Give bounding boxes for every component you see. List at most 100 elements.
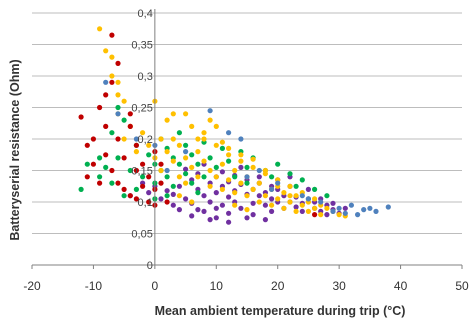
data-point: [115, 92, 121, 98]
data-point: [189, 164, 195, 170]
data-point: [256, 167, 262, 174]
data-point: [103, 48, 109, 54]
data-point: [219, 202, 225, 208]
data-point: [176, 174, 182, 180]
data-point: [146, 174, 152, 180]
data-point: [195, 161, 201, 167]
data-point: [219, 145, 225, 151]
data-point: [84, 142, 90, 148]
data-point: [97, 180, 103, 186]
data-point: [275, 180, 281, 186]
data-point: [226, 194, 232, 200]
data-point: [201, 130, 207, 136]
data-point: [115, 136, 121, 142]
data-point: [183, 111, 189, 117]
data-point: [250, 200, 256, 206]
data-point: [330, 200, 336, 206]
data-point: [305, 186, 311, 192]
data-point: [103, 92, 109, 98]
y-tick-label: 0,4: [138, 8, 153, 20]
data-point: [238, 136, 244, 142]
data-point: [133, 149, 139, 155]
data-point: [97, 104, 103, 111]
data-point: [146, 152, 152, 158]
data-point: [244, 193, 250, 199]
data-point: [293, 204, 299, 210]
data-point: [97, 174, 103, 180]
data-point: [312, 205, 318, 211]
data-point: [232, 174, 238, 180]
data-point: [189, 152, 195, 158]
data-point: [312, 186, 318, 192]
y-tick-label: 0,25: [131, 103, 152, 115]
data-point: [385, 204, 391, 210]
data-point: [367, 205, 373, 211]
data-point: [330, 208, 336, 214]
data-point: [238, 180, 244, 186]
data-point: [213, 190, 219, 196]
data-point: [250, 164, 256, 170]
x-tick-label: -20: [23, 279, 41, 293]
data-point: [262, 202, 268, 208]
data-point: [207, 108, 213, 114]
y-tick-label: 0,15: [131, 166, 152, 178]
data-point: [176, 207, 182, 213]
data-point: [103, 79, 109, 85]
data-point: [170, 183, 176, 189]
data-point: [336, 212, 342, 218]
data-point: [146, 142, 152, 148]
data-point: [281, 205, 287, 211]
data-point: [213, 123, 219, 129]
data-point: [176, 130, 182, 136]
data-point: [201, 174, 207, 180]
data-point: [164, 199, 170, 205]
data-point: [140, 161, 146, 167]
data-point: [115, 60, 121, 66]
data-point: [109, 54, 115, 60]
data-point: [140, 174, 146, 180]
data-point: [244, 180, 250, 186]
data-point: [158, 180, 164, 186]
x-tick-label: -10: [85, 279, 103, 293]
data-point: [121, 193, 127, 199]
data-point: [195, 190, 201, 196]
data-point: [115, 104, 121, 111]
data-point: [342, 205, 348, 211]
data-point: [226, 210, 232, 216]
data-point: [287, 183, 293, 189]
data-point: [195, 136, 201, 142]
data-point: [133, 142, 139, 148]
data-point: [324, 212, 330, 218]
data-point: [183, 180, 189, 186]
data-point: [183, 166, 189, 172]
data-point: [324, 193, 330, 199]
data-point: [269, 202, 275, 208]
data-point: [164, 174, 170, 180]
y-axis-title: Batteryserial resistance (Ohm): [8, 59, 22, 240]
data-point: [262, 167, 268, 174]
data-point: [84, 161, 90, 167]
data-point: [133, 186, 139, 192]
data-point: [262, 193, 268, 199]
data-point: [78, 114, 84, 120]
data-point: [207, 199, 213, 205]
data-point: [90, 136, 96, 142]
data-point: [109, 79, 115, 85]
data-point: [90, 161, 96, 167]
data-point: [133, 196, 139, 202]
data-point: [164, 117, 170, 123]
data-point: [373, 208, 379, 214]
data-point: [195, 149, 201, 155]
data-point: [207, 183, 213, 189]
data-point: [219, 161, 225, 167]
x-tick-label: 20: [271, 279, 285, 293]
data-point: [256, 193, 262, 199]
data-point: [355, 212, 361, 218]
data-point: [361, 207, 367, 213]
data-point: [207, 217, 213, 223]
data-point: [115, 180, 121, 186]
data-point: [256, 199, 262, 205]
data-point: [201, 193, 207, 199]
data-point: [115, 155, 121, 161]
